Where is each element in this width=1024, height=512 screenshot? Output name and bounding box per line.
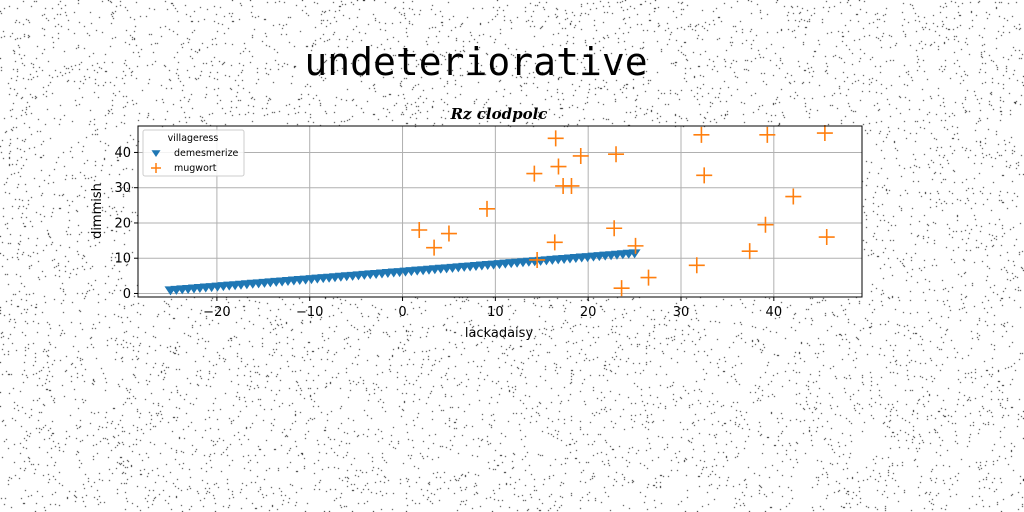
data-point-mugwort bbox=[547, 130, 564, 147]
data-point-mugwort bbox=[640, 269, 657, 286]
y-tick-label: 30 bbox=[114, 181, 131, 196]
legend-marker-mugwort bbox=[151, 163, 161, 173]
data-point-mugwort bbox=[785, 188, 802, 205]
legend-label-mugwort: mugwort bbox=[174, 163, 217, 174]
data-point-mugwort bbox=[411, 222, 428, 239]
data-point-mugwort bbox=[818, 229, 835, 246]
y-tick-label: 40 bbox=[114, 146, 131, 161]
series-mugwort bbox=[411, 125, 835, 297]
data-point-mugwort bbox=[696, 167, 713, 184]
legend: villageress demesmerize mugwort bbox=[142, 129, 245, 177]
data-point-mugwort bbox=[572, 147, 589, 164]
data-point-mugwort bbox=[608, 146, 625, 163]
legend-marker-demesmerize bbox=[151, 150, 161, 158]
data-point-mugwort bbox=[440, 225, 457, 242]
x-tick-label: −20 bbox=[203, 305, 230, 320]
x-axis: −20 −10 0 10 20 30 40 bbox=[203, 297, 782, 320]
data-point-mugwort bbox=[529, 251, 546, 268]
data-point-mugwort bbox=[479, 200, 496, 217]
data-point-mugwort bbox=[741, 243, 758, 260]
legend-box bbox=[142, 129, 245, 177]
x-tick-label: 0 bbox=[398, 305, 406, 320]
series-demesmerize bbox=[164, 249, 641, 296]
legend-label-demesmerize: demesmerize bbox=[174, 148, 239, 159]
data-point-mugwort bbox=[613, 280, 630, 297]
x-tick-label: 40 bbox=[766, 305, 783, 320]
legend-title: villageress bbox=[168, 133, 219, 144]
x-tick-label: 30 bbox=[673, 305, 690, 320]
plot-frame bbox=[137, 125, 863, 298]
grid bbox=[138, 126, 862, 297]
data-point-mugwort bbox=[546, 234, 563, 251]
x-tick-label: −10 bbox=[296, 305, 323, 320]
data-point-mugwort bbox=[526, 165, 543, 182]
y-tick-label: 10 bbox=[114, 252, 131, 267]
data-point-mugwort bbox=[550, 158, 567, 175]
data-point-mugwort bbox=[816, 125, 833, 142]
data-point-mugwort bbox=[606, 220, 623, 237]
data-point-mugwort bbox=[688, 257, 705, 274]
y-axis: 0 10 20 30 40 bbox=[114, 146, 138, 302]
chart-title: Rz clodpolc bbox=[450, 105, 548, 123]
data-point-mugwort bbox=[759, 126, 776, 143]
data-point-mugwort bbox=[757, 216, 774, 233]
data-point-mugwort bbox=[426, 239, 443, 256]
data-point-mugwort bbox=[563, 177, 580, 194]
data-point-mugwort bbox=[627, 237, 644, 254]
data-point-demesmerize bbox=[628, 249, 641, 259]
x-tick-label: 20 bbox=[580, 305, 597, 320]
y-tick-label: 20 bbox=[114, 216, 131, 231]
data-point-mugwort bbox=[693, 126, 710, 143]
x-tick-label: 10 bbox=[487, 305, 504, 320]
y-tick-label: 0 bbox=[123, 287, 131, 302]
y-axis-label: dimmish bbox=[90, 183, 105, 239]
chart-suptitle: undeteriorative bbox=[304, 40, 647, 84]
x-axis-label: lackadaisy bbox=[465, 326, 534, 341]
